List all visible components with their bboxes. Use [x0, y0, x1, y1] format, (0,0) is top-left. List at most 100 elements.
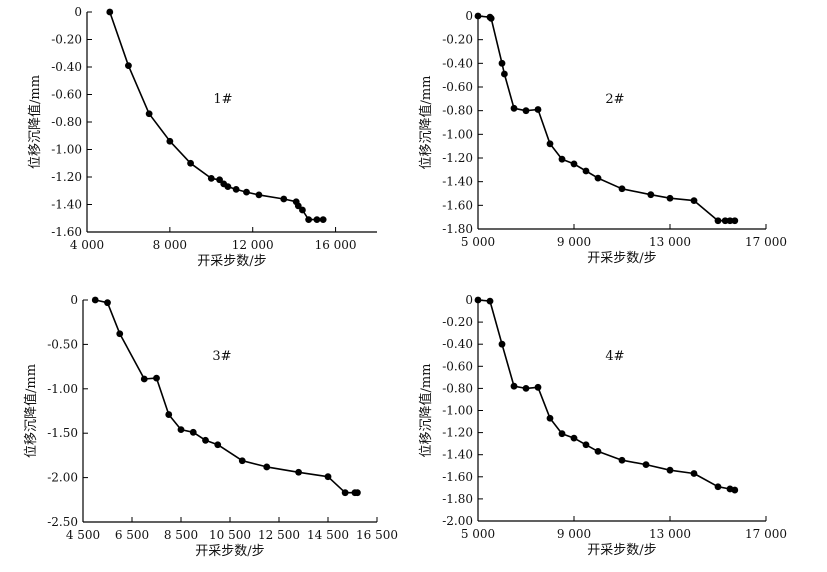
data-point — [187, 159, 194, 167]
y-axis-title: 位移沉降值/mm — [27, 75, 43, 169]
data-point — [125, 62, 132, 70]
data-point — [510, 382, 518, 390]
y-tick-label: 0 — [70, 293, 78, 307]
data-point — [690, 470, 698, 477]
x-tick-label: 8 500 — [164, 528, 198, 542]
y-tick-label: -0.40 — [442, 56, 473, 70]
data-point — [647, 191, 655, 199]
panel-label: 4# — [605, 349, 624, 364]
data-point — [474, 12, 482, 20]
series-line — [477, 299, 735, 491]
y-tick-label: -1.00 — [442, 127, 473, 141]
y-tick-label: -2.00 — [442, 514, 473, 528]
x-axis-title: 开采步数/步 — [197, 254, 266, 269]
data-point — [546, 140, 554, 148]
data-point — [487, 14, 495, 22]
y-tick-label: -0.60 — [442, 359, 473, 373]
data-point — [165, 411, 173, 418]
y-axis-title: 位移沉降值/mm — [23, 364, 39, 458]
x-axis-title: 开采步数/步 — [195, 544, 264, 559]
data-point — [474, 296, 482, 304]
data-point — [214, 441, 222, 449]
x-tick-label: 17 000 — [745, 235, 787, 249]
data-point — [295, 468, 302, 476]
y-tick-label: -0.20 — [442, 33, 473, 47]
data-point — [726, 217, 734, 225]
x-tick-label: 14 500 — [307, 528, 349, 542]
data-point — [534, 106, 542, 113]
data-point — [666, 194, 674, 202]
data-point — [299, 206, 306, 214]
data-point — [216, 176, 223, 184]
x-tick-label: 5 000 — [461, 235, 495, 249]
x-tick-label: 12 000 — [232, 238, 274, 252]
panel-label: 2# — [605, 92, 624, 107]
y-tick-label: -1.80 — [442, 222, 473, 236]
series-line — [95, 299, 358, 494]
data-point — [582, 441, 590, 449]
data-point — [324, 473, 332, 481]
x-tick-label: 13 000 — [649, 235, 691, 249]
data-point — [642, 461, 650, 469]
data-point — [546, 414, 554, 422]
data-point — [618, 456, 626, 464]
data-point — [510, 104, 518, 112]
data-point — [145, 110, 153, 118]
data-point — [618, 185, 626, 193]
panel-4: 0 -0.20 -0.40 -0.60 -0.80 -1.00 -1.20 -1.40 -1.6… — [418, 293, 787, 558]
data-point — [582, 167, 590, 175]
data-point — [558, 155, 566, 163]
y-tick-label: -1.20 — [442, 151, 473, 165]
data-point — [714, 483, 722, 491]
data-point — [166, 137, 174, 145]
x-tick-label: 4 000 — [70, 238, 104, 252]
y-tick-label: -1.40 — [51, 198, 82, 212]
panel-3: 0 -0.50 -1.00 -1.50 -2.00 -2.504 500 6 500 8 50… — [23, 293, 398, 559]
data-point — [486, 297, 494, 305]
data-point — [263, 463, 271, 471]
x-tick-label: 5 000 — [461, 527, 495, 541]
data-point — [690, 197, 698, 205]
x-axis-title: 开采步数/步 — [587, 543, 656, 558]
data-point — [207, 174, 215, 182]
y-tick-label: -1.50 — [47, 426, 78, 440]
data-point — [522, 107, 530, 115]
panel-label: 3# — [212, 349, 231, 364]
y-tick-label: -1.40 — [442, 448, 473, 462]
data-point — [534, 383, 542, 391]
y-tick-label: -1.80 — [442, 492, 473, 506]
data-point — [498, 340, 506, 348]
data-point — [501, 70, 508, 78]
data-point — [721, 217, 729, 225]
x-tick-label: 12 500 — [258, 528, 300, 542]
data-point — [224, 183, 232, 191]
data-point — [280, 195, 288, 203]
data-point — [666, 466, 674, 474]
data-point — [232, 185, 240, 193]
x-tick-label: 16 500 — [356, 528, 398, 542]
y-tick-label: -1.00 — [442, 404, 473, 418]
y-tick-label: -1.60 — [442, 198, 473, 212]
panel-label: 1# — [213, 92, 232, 107]
x-tick-label: 16 000 — [315, 238, 357, 252]
y-tick-label: -1.00 — [51, 143, 82, 157]
y-tick-label: -0.80 — [442, 381, 473, 395]
data-point — [243, 188, 250, 196]
series-line — [109, 11, 324, 221]
y-tick-label: -0.20 — [51, 33, 82, 47]
data-point — [140, 375, 148, 383]
y-tick-label: -0.20 — [442, 315, 473, 329]
data-point — [294, 202, 302, 210]
data-point — [498, 59, 506, 67]
x-tick-label: 8 000 — [153, 238, 187, 252]
y-tick-label: -0.50 — [47, 337, 78, 351]
data-point — [594, 174, 602, 182]
y-tick-label: -1.20 — [51, 170, 82, 184]
x-tick-label: 13 000 — [649, 527, 691, 541]
data-point — [313, 216, 321, 224]
data-point — [354, 489, 361, 497]
y-tick-label: -0.40 — [51, 60, 82, 74]
x-tick-label: 9 000 — [557, 235, 591, 249]
